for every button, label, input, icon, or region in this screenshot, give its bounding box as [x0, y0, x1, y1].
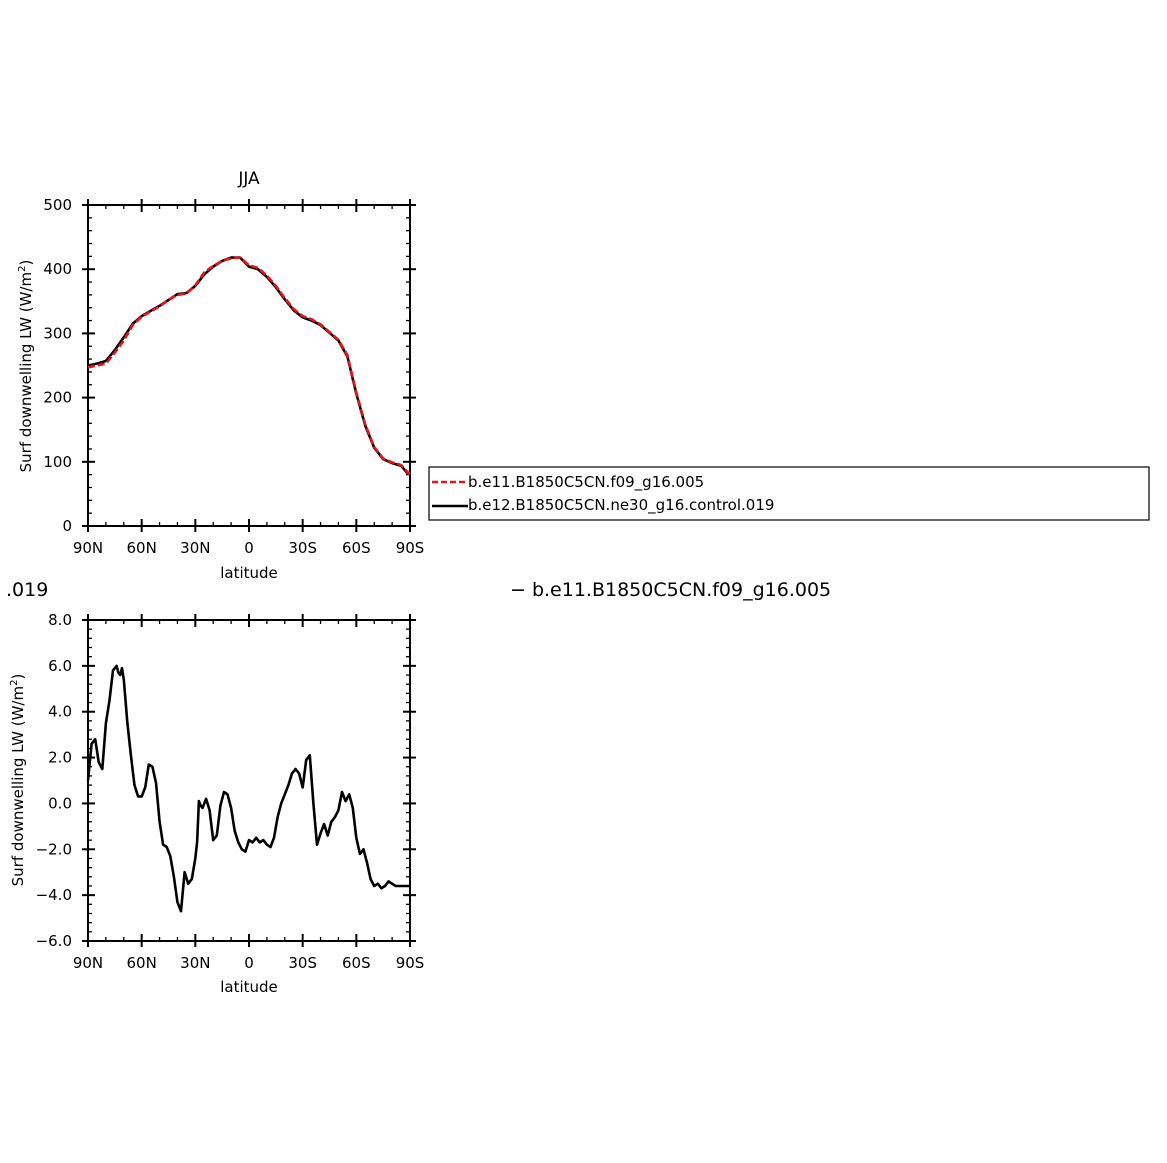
- p0-xtick-label: 30N: [180, 539, 210, 557]
- p1-xtick-label: 30S: [288, 954, 317, 972]
- p1-xtick-label: 0: [244, 954, 254, 972]
- p0-ytick-label: 200: [43, 389, 72, 407]
- p1-ytick-label: −2.0: [36, 840, 72, 858]
- p0-series-line-2: [87, 256, 411, 476]
- top-plot-area: 90N 60N 30N 0 30S 60S 90S 0 100 200 300 400 500: [43, 196, 424, 557]
- p1-ytick-label: 6.0: [48, 657, 72, 675]
- p0-ytick-label: 300: [43, 324, 72, 342]
- legend-label-series-1: b.e11.B1850C5CN.f09_g16.005: [468, 473, 704, 492]
- panel-top-jja: JJA 90N 60N 30N 0 30S 60S 90S0100200300400500 …: [17, 169, 1150, 582]
- p0-xtick-label: 60N: [127, 539, 157, 557]
- p1-xtick-label: 60S: [342, 954, 371, 972]
- bottom-yaxis-label-main: Surf downwelling LW (W/m: [9, 686, 27, 886]
- p1-ytick-label: −4.0: [36, 886, 72, 904]
- p1-ytick-label: 0.0: [48, 794, 72, 812]
- bottom-yaxis-label-sup: 2: [9, 680, 20, 686]
- bottom-title-fragment-right: − b.e11.B1850C5CN.f09_g16.005: [510, 579, 831, 601]
- top-yaxis-label-end: ): [17, 260, 35, 266]
- legend: b.e11.B1850C5CN.f09_g16.005 b.e12.B1850C…: [428, 466, 1150, 521]
- p0-series-line-1: [87, 256, 411, 476]
- chart-title: JJA: [237, 169, 260, 189]
- p0-xtick-label: 90N: [73, 539, 103, 557]
- p1-xtick-label: 60N: [127, 954, 157, 972]
- p0-ytick-label: 500: [43, 196, 72, 214]
- p0-xtick-label: 30S: [288, 539, 317, 557]
- p1-frame: [87, 619, 411, 942]
- bottom-plot-area: 90N 60N 30N 0 30S 60S 90S −6.0 −4.0 −2.0 0.0 2.0 4.0…: [36, 611, 425, 972]
- top-yaxis-label-main: Surf downwelling LW (W/m: [17, 272, 35, 472]
- p0-xtick-label: 90S: [396, 539, 425, 557]
- bottom-yaxis-label-end: ): [9, 674, 27, 680]
- p0-ytick-label: 100: [43, 453, 72, 471]
- bottom-yaxis-label: Surf downwelling LW (W/m2): [9, 674, 27, 887]
- legend-label-series-2: b.e12.B1850C5CN.ne30_g16.control.019: [468, 496, 774, 515]
- legend-box: [428, 466, 1150, 521]
- p0-frame: [87, 204, 411, 527]
- p1-series-line-1: [86, 664, 410, 913]
- panel-bottom-difference: .019 − b.e11.B1850C5CN.f09_g16.005 90N 60…: [6, 579, 831, 996]
- bottom-title-fragment-left: .019: [6, 579, 48, 601]
- p1-xtick-label: 90S: [396, 954, 425, 972]
- p1-ytick-label: 4.0: [48, 703, 72, 721]
- p1-ytick-label: −6.0: [36, 932, 72, 950]
- bottom-xaxis-label: latitude: [220, 978, 278, 996]
- top-yaxis-label: Surf downwelling LW (W/m2): [17, 260, 35, 473]
- p0-xtick-label: 60S: [342, 539, 371, 557]
- p0-ytick-label: 0: [62, 517, 72, 535]
- top-yaxis-label-sup: 2: [17, 266, 28, 272]
- p1-xtick-label: 90N: [73, 954, 103, 972]
- p1-xtick-label: 30N: [180, 954, 210, 972]
- p0-xtick-label: 0: [244, 539, 254, 557]
- top-xaxis-label: latitude: [220, 564, 278, 582]
- p1-ytick-label: 2.0: [48, 749, 72, 767]
- p0-ytick-label: 400: [43, 260, 72, 278]
- p1-ytick-label: 8.0: [48, 611, 72, 629]
